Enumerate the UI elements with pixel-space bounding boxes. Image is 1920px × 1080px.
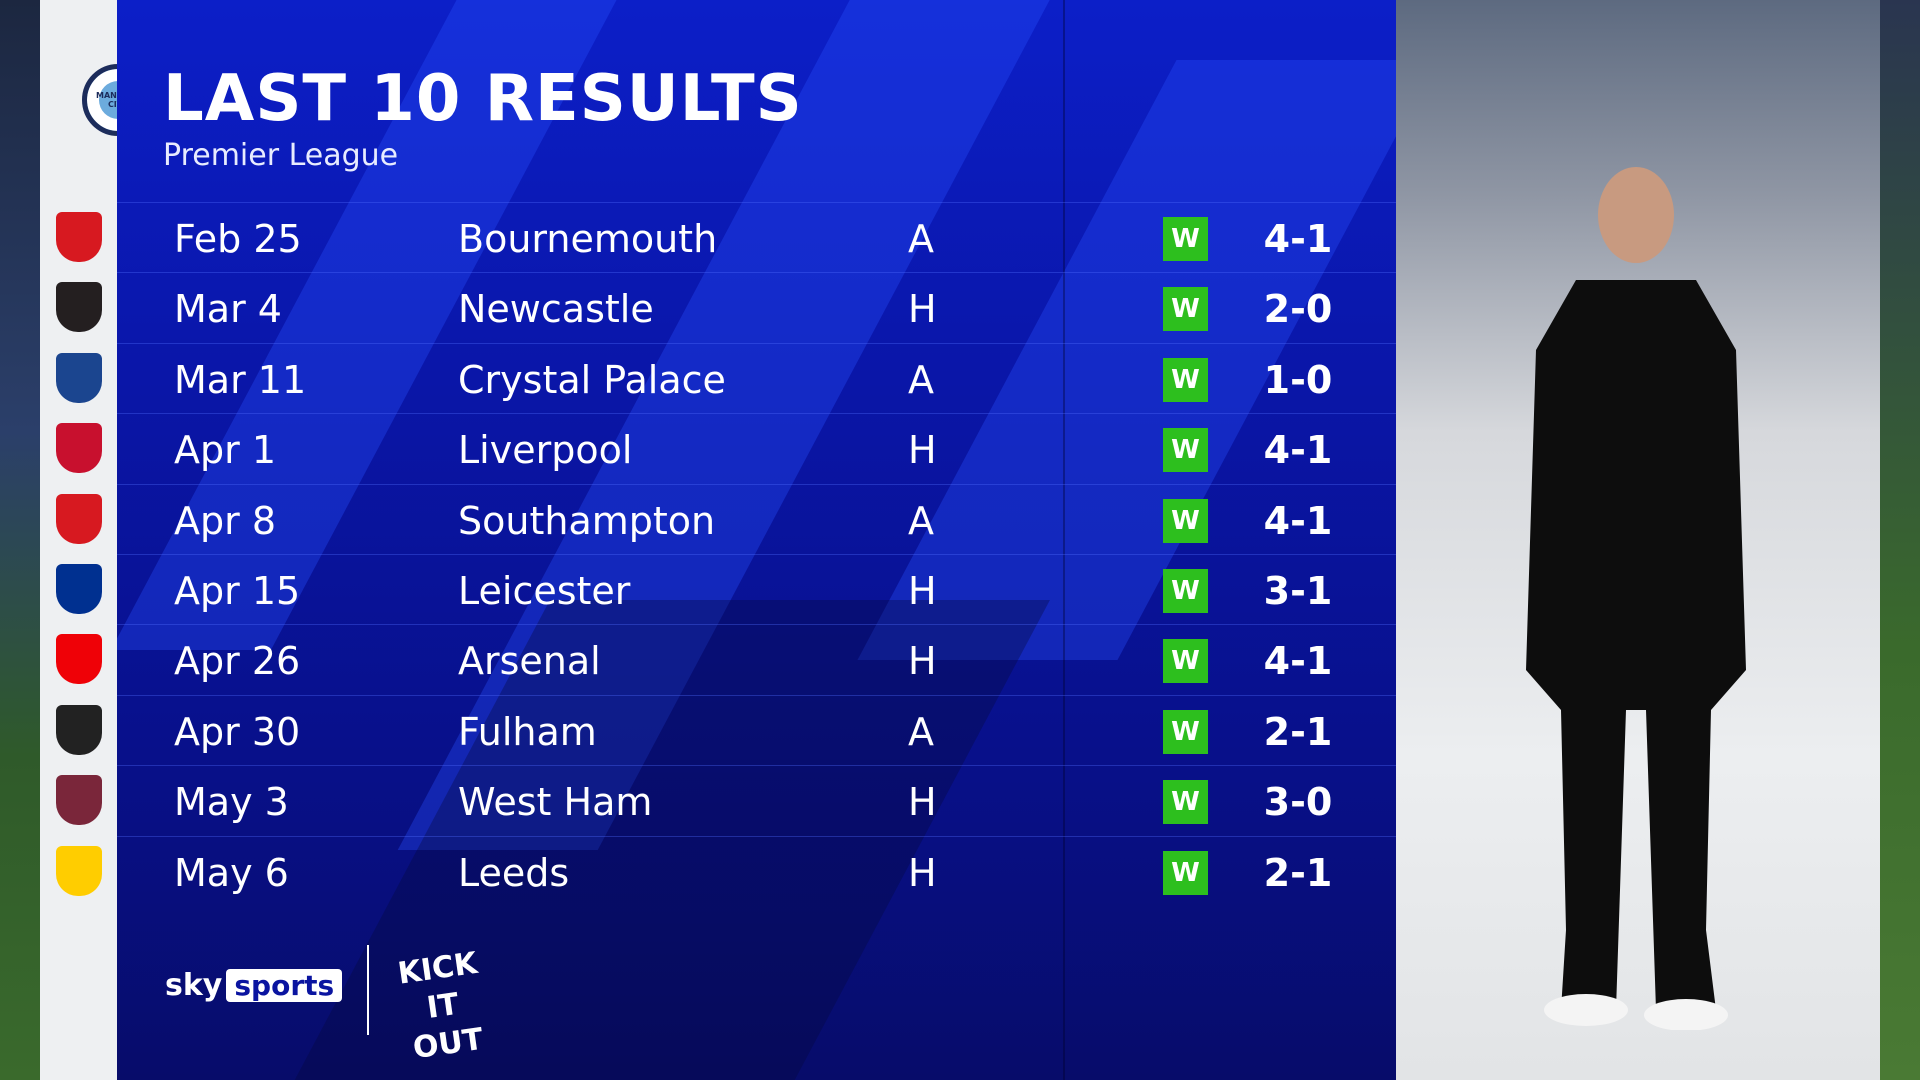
opponent-crest-icon [56, 564, 102, 614]
result-row: Apr 26 Arsenal H W 4-1 [117, 624, 1396, 694]
background-left [0, 0, 40, 1080]
match-date: Apr 26 [174, 639, 301, 684]
score: 4-1 [1263, 498, 1333, 543]
sky-sports-logo: sky sports [165, 968, 343, 1003]
score: 3-1 [1263, 569, 1333, 613]
result-row: Apr 1 Liverpool H W 4-1 [117, 413, 1396, 483]
result-badge: W [1163, 287, 1208, 332]
score: 2-0 [1263, 287, 1333, 332]
opponent-crest-icon [56, 845, 102, 896]
result-badge: W [1163, 709, 1208, 754]
result-badge: W [1163, 357, 1208, 402]
venue: A [908, 709, 934, 754]
score: 2-1 [1263, 850, 1333, 895]
venue: H [908, 639, 937, 684]
page-title: LAST 10 RESULTS [163, 62, 803, 136]
result-row: Apr 8 Southampton A W 4-1 [117, 483, 1396, 554]
manager-figure-icon [1526, 167, 1746, 1030]
result-badge: W [1163, 217, 1208, 261]
score: 4-1 [1263, 639, 1333, 684]
result-badge: W [1163, 569, 1208, 613]
column-divider [1063, 0, 1065, 1080]
venue: H [908, 287, 937, 332]
opponent-crest-icon [56, 352, 102, 403]
opponent-name: Fulham [458, 709, 597, 754]
result-row: Mar 4 Newcastle H W 2-0 [117, 272, 1396, 342]
venue: A [908, 217, 934, 261]
opponent-name: Arsenal [458, 639, 601, 684]
background-right [1880, 0, 1920, 1080]
result-row: Apr 30 Fulham A W 2-1 [117, 694, 1396, 765]
match-date: Feb 25 [174, 217, 302, 261]
match-date: Apr 30 [174, 709, 301, 754]
kick-it-out-logo: KICK IT OUT [395, 945, 486, 1067]
opponent-crest-icon [56, 634, 102, 685]
venue: H [908, 428, 937, 473]
opponent-name: Leeds [458, 850, 570, 895]
result-row: May 6 Leeds H W 2-1 [117, 835, 1396, 906]
opponent-name: Crystal Palace [458, 357, 726, 402]
match-date: Apr 1 [174, 428, 276, 473]
opponent-crest-icon [56, 423, 102, 474]
result-row: Mar 11 Crystal Palace A W 1-0 [117, 342, 1396, 413]
match-date: Mar 11 [174, 357, 307, 402]
match-date: Mar 4 [174, 287, 282, 332]
score: 4-1 [1263, 217, 1333, 261]
venue: A [908, 357, 934, 402]
venue: H [908, 850, 937, 895]
score: 1-0 [1263, 357, 1333, 402]
opponent-crest-icon [56, 493, 102, 544]
score: 3-0 [1263, 780, 1333, 825]
score: 4-1 [1263, 428, 1333, 473]
opponent-name: Newcastle [458, 287, 654, 332]
opponent-name: West Ham [458, 780, 653, 825]
logo-separator [367, 945, 369, 1035]
opponent-name: Bournemouth [458, 217, 718, 261]
venue: H [908, 780, 937, 825]
result-row: Apr 15 Leicester H W 3-1 [117, 554, 1396, 624]
score: 2-1 [1263, 709, 1333, 754]
manager-photo [1396, 0, 1880, 1080]
match-date: May 3 [174, 780, 289, 825]
match-date: May 6 [174, 850, 289, 895]
result-badge: W [1163, 498, 1208, 543]
match-date: Apr 8 [174, 498, 276, 543]
sports-text: sports [226, 969, 343, 1002]
match-date: Apr 15 [174, 569, 301, 613]
opponent-crest-icon [56, 282, 102, 333]
opponent-name: Liverpool [458, 428, 633, 473]
result-badge: W [1163, 850, 1208, 895]
venue: A [908, 498, 934, 543]
opponent-crest-icon [56, 775, 102, 826]
sky-text: sky [165, 968, 223, 1003]
opponent-crest-icon [56, 212, 102, 262]
venue: H [908, 569, 937, 613]
opponent-name: Leicester [458, 569, 631, 613]
opponent-name: Southampton [458, 498, 716, 543]
competition-subtitle: Premier League [163, 138, 399, 173]
opponent-crest-icon [56, 704, 102, 755]
result-badge: W [1163, 428, 1208, 473]
result-row: Feb 25 Bournemouth A W 4-1 [117, 202, 1396, 272]
result-row: May 3 West Ham H W 3-0 [117, 765, 1396, 835]
result-badge: W [1163, 639, 1208, 684]
result-badge: W [1163, 780, 1208, 825]
